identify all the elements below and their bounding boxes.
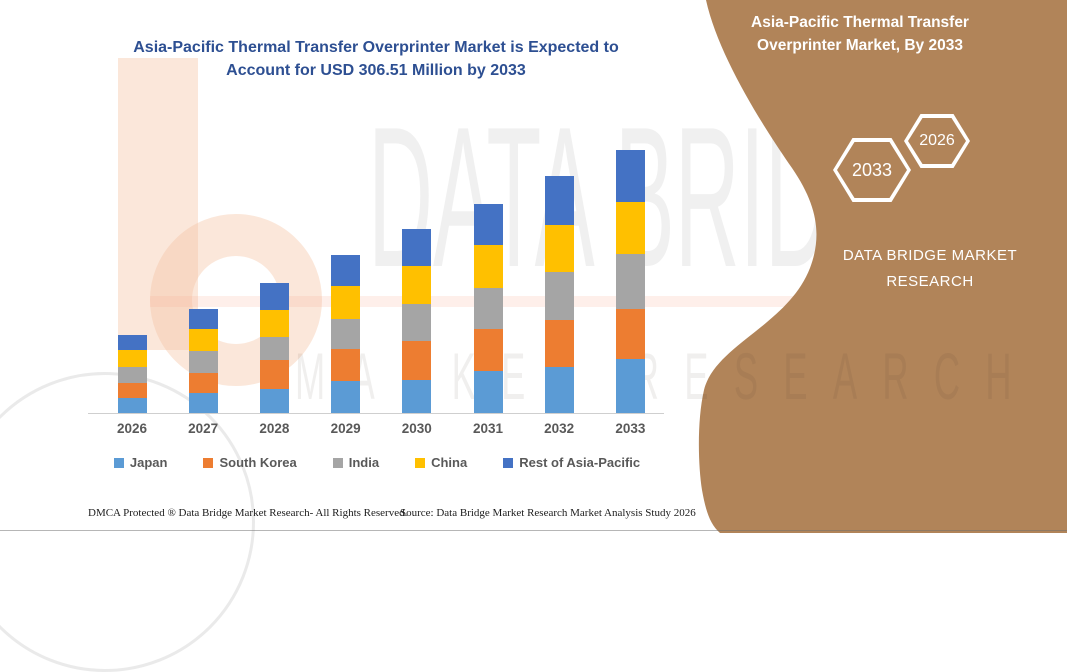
bar-2027-segment-japan (188, 393, 218, 413)
bar-2030-segment-china (402, 266, 432, 305)
footer-dmca: DMCA Protected ® Data Bridge Market Rese… (88, 507, 408, 519)
legend-item-japan: Japan (113, 455, 168, 470)
bar-2029-segment-south-korea (331, 348, 361, 381)
bar-2028-segment-japan (259, 389, 289, 413)
bar-2026-segment-japan (117, 398, 147, 413)
legend-item-india: India (332, 455, 380, 470)
legend: Japan South Korea India China Rest of Asia-P… (90, 455, 664, 470)
x-axis-labels: 2026 2027 2028 2029 2030 2031 2032 2033 (88, 421, 664, 439)
bar-2026-segment-india (117, 367, 147, 383)
bar-2028-segment-india (259, 336, 289, 360)
bar-2031-segment-india (473, 288, 503, 329)
chart-title-line1: Asia-Pacific Thermal Transfer Overprinte… (133, 39, 619, 56)
bar-2027-segment-south-korea (188, 373, 218, 393)
bar-2030-segment-south-korea (402, 341, 432, 381)
bar-2030-segment-rest-of-asia-pacific (402, 229, 432, 267)
bar-2026 (117, 335, 147, 413)
legend-label-japan: Japan (129, 455, 168, 470)
bar-2031 (473, 203, 503, 413)
bar-2033-segment-china (615, 201, 645, 255)
bar-2029-segment-india (331, 319, 361, 349)
bar-2029 (331, 255, 361, 413)
chart-title-line2: Account for USD 306.51 Million by 2033 (226, 62, 526, 79)
bar-2033-segment-south-korea (615, 309, 645, 359)
legend-swatch-china (415, 457, 426, 468)
legend-item-china: China (415, 455, 467, 470)
x-tick-2028: 2028 (259, 421, 290, 436)
bar-2026-segment-china (117, 349, 147, 368)
bar-2029-segment-japan (331, 381, 361, 413)
hexagon-2026-label: 2026 (908, 118, 966, 164)
x-tick-2030: 2030 (401, 421, 432, 436)
bar-2027 (188, 308, 218, 413)
bar-2028-segment-china (259, 309, 289, 337)
bar-2026-segment-rest-of-asia-pacific (117, 335, 147, 350)
bar-2032 (544, 176, 574, 413)
brand-line1: DATA BRIDGE MARKET (842, 247, 1018, 264)
x-tick-2029: 2029 (330, 421, 361, 436)
footer-source: Source: Data Bridge Market Research Mark… (400, 507, 696, 519)
legend-item-rest-of-asia-pacific: Rest of Asia-Pacific (503, 455, 640, 470)
legend-label-south-korea: South Korea (219, 455, 297, 470)
x-tick-2033: 2033 (615, 421, 646, 436)
bar-2032-segment-rest-of-asia-pacific (544, 176, 574, 225)
bar-2026-segment-south-korea (117, 382, 147, 398)
x-tick-2027: 2027 (188, 421, 219, 436)
legend-swatch-india (332, 457, 343, 468)
bar-2029-segment-china (331, 285, 361, 320)
bar-2027-segment-china (188, 329, 218, 351)
bar-2028-segment-south-korea (259, 360, 289, 389)
bar-2032-segment-india (544, 271, 574, 320)
hexagon-2033-label: 2033 (837, 142, 907, 198)
bar-2029-segment-rest-of-asia-pacific (331, 255, 361, 286)
x-tick-2032: 2032 (544, 421, 575, 436)
bar-2031-segment-japan (473, 370, 503, 413)
chart-title: Asia-Pacific Thermal Transfer Overprinte… (88, 36, 664, 82)
side-panel-title: Asia-Pacific Thermal Transfer Overprinte… (728, 11, 992, 57)
x-tick-2026: 2026 (116, 421, 148, 436)
bar-2033 (615, 149, 645, 413)
side-panel-title-line1: Asia-Pacific Thermal Transfer (751, 14, 969, 31)
legend-label-rest-of-asia-pacific: Rest of Asia-Pacific (519, 455, 641, 470)
bar-2031-segment-china (473, 245, 503, 289)
bar-2033-segment-india (615, 254, 645, 310)
bar-2032-segment-china (544, 224, 574, 272)
bar-2030-segment-india (402, 304, 432, 342)
bar-2030 (402, 229, 432, 413)
bar-2030-segment-japan (402, 380, 432, 413)
bar-2027-segment-india (188, 350, 218, 373)
legend-label-china: China (431, 455, 468, 470)
bar-2031-segment-rest-of-asia-pacific (473, 203, 503, 246)
plot-area (88, 130, 664, 414)
legend-swatch-south-korea (203, 457, 214, 468)
logo-watermark-circle (0, 372, 255, 672)
bar-2033-segment-rest-of-asia-pacific (615, 149, 645, 202)
x-tick-2031: 2031 (472, 421, 504, 436)
bottom-divider (0, 530, 1067, 531)
side-panel-title-line2: Overprinter Market, By 2033 (757, 37, 963, 54)
legend-swatch-japan (113, 457, 124, 468)
bar-2032-segment-south-korea (544, 319, 574, 368)
brand-line2: RESEARCH (886, 273, 974, 290)
legend-item-south-korea: South Korea (203, 455, 297, 470)
brand-name: DATA BRIDGE MARKET RESEARCH (805, 243, 1055, 295)
bar-2032-segment-japan (544, 367, 574, 413)
bar-2028-segment-rest-of-asia-pacific (259, 283, 289, 310)
bar-2033-segment-japan (615, 358, 645, 413)
legend-swatch-rest-of-asia-pacific (503, 457, 514, 468)
legend-label-india: India (348, 455, 380, 470)
bar-2027-segment-rest-of-asia-pacific (188, 308, 218, 330)
bar-2031-segment-south-korea (473, 328, 503, 371)
bar-2028 (259, 283, 289, 413)
